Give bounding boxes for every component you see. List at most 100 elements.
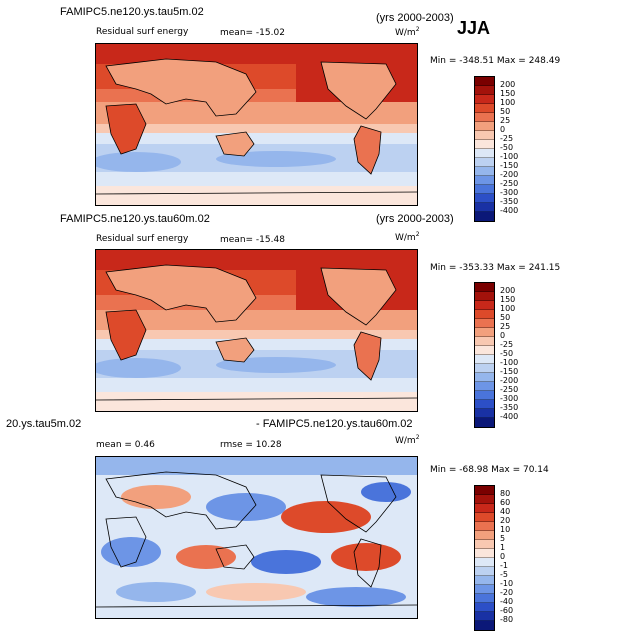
- colorbar-tick-label: 200: [500, 80, 516, 89]
- panel1-variable: Residual surf energy: [96, 27, 189, 37]
- panel1-colorbar-swatch: [475, 194, 494, 203]
- colorbar-tick-label: 40: [500, 507, 511, 516]
- panel3-colorbar-swatch: [475, 540, 494, 549]
- colorbar-tick-label: 150: [500, 89, 516, 98]
- panel1-colorbar-swatch: [475, 185, 494, 194]
- panel1-mean: mean= -15.02: [220, 28, 285, 38]
- panel1-years: (yrs 2000-2003): [376, 12, 454, 24]
- panel3-colorbar-swatch: [475, 558, 494, 567]
- colorbar-tick-label: 0: [500, 552, 506, 561]
- panel1-map-field: [96, 44, 417, 205]
- panel2-map-field: [96, 250, 417, 411]
- panel1-colorbar-swatch: [475, 131, 494, 140]
- colorbar-tick-label: 80: [500, 489, 511, 498]
- panel3-colorbar-swatch: [475, 522, 494, 531]
- panel3-colorbar-swatch: [475, 603, 494, 612]
- panel3-colorbar-swatch: [475, 513, 494, 522]
- panel3-colorbar-swatch: [475, 486, 494, 495]
- panel3-colorbar-swatch: [475, 594, 494, 603]
- panel3-mean: mean = 0.46: [96, 440, 155, 450]
- panel3-units: W/m2: [395, 434, 420, 446]
- colorbar-tick-label: 150: [500, 295, 516, 304]
- colorbar-tick-label: 10: [500, 525, 511, 534]
- colorbar-tick-label: 100: [500, 304, 516, 313]
- panel3-map: [95, 456, 418, 619]
- panel3-case-title-right: - FAMIPC5.ne120.ys.tau60m.02: [256, 418, 413, 430]
- colorbar-tick-label: -400: [500, 206, 519, 215]
- colorbar-tick-label: -350: [500, 197, 519, 206]
- colorbar-tick-label: -50: [500, 143, 514, 152]
- colorbar-tick-label: -80: [500, 615, 514, 624]
- panel1-colorbar-swatch: [475, 86, 494, 95]
- colorbar-tick-label: 25: [500, 116, 511, 125]
- panel2-mean: mean= -15.48: [220, 235, 285, 245]
- panel1-colorbar-swatch: [475, 113, 494, 122]
- panel2-colorbar-swatch: [475, 364, 494, 373]
- colorbar-tick-label: 50: [500, 107, 511, 116]
- panel1-colorbar-swatch: [475, 140, 494, 149]
- colorbar-tick-label: -250: [500, 179, 519, 188]
- panel1-colorbar-swatch: [475, 122, 494, 131]
- panel1-colorbar-swatch: [475, 95, 494, 104]
- colorbar-tick-label: 0: [500, 125, 506, 134]
- panel3-colorbar-labels: 80 60 40 20 10 5 1 0 -1 -5 -10 -20 -40 -…: [500, 489, 513, 624]
- panel2-colorbar-swatch: [475, 319, 494, 328]
- panel2-colorbar-swatch: [475, 337, 494, 346]
- colorbar-tick-label: 200: [500, 286, 516, 295]
- panel2-years: (yrs 2000-2003): [376, 213, 454, 225]
- panel2-map: [95, 249, 418, 412]
- panel3-colorbar-swatch: [475, 504, 494, 513]
- colorbar-tick-label: 50: [500, 313, 511, 322]
- panel1-colorbar-labels: 200 150 100 50 25 0 -25 -50 -100 -150 -2…: [500, 80, 518, 215]
- panel2-colorbar-swatch: [475, 310, 494, 319]
- panel3-colorbar-swatch: [475, 495, 494, 504]
- panel1-colorbar-swatch: [475, 176, 494, 185]
- panel3-colorbar: [474, 485, 495, 631]
- panel3-case-title-left: 20.ys.tau5m.02: [6, 418, 82, 430]
- colorbar-tick-label: 25: [500, 322, 511, 331]
- colorbar-tick-label: 0: [500, 331, 506, 340]
- colorbar-tick-label: -200: [500, 376, 519, 385]
- panel1-colorbar-swatch: [475, 167, 494, 176]
- colorbar-tick-label: -300: [500, 394, 519, 403]
- panel3-minmax: Min = -68.98 Max = 70.14: [430, 465, 549, 475]
- colorbar-tick-label: -20: [500, 588, 514, 597]
- panel2-case-title: FAMIPC5.ne120.ys.tau60m.02: [60, 213, 210, 225]
- colorbar-tick-label: -40: [500, 597, 514, 606]
- panel2-colorbar-swatch: [475, 382, 494, 391]
- panel2-colorbar-swatch: [475, 328, 494, 337]
- colorbar-tick-label: 60: [500, 498, 511, 507]
- colorbar-tick-label: -5: [500, 570, 508, 579]
- colorbar-tick-label: -1: [500, 561, 508, 570]
- panel3-colorbar-swatch: [475, 576, 494, 585]
- season-label: JJA: [457, 18, 491, 38]
- colorbar-tick-label: -350: [500, 403, 519, 412]
- colorbar-tick-label: -400: [500, 412, 519, 421]
- colorbar-tick-label: -50: [500, 349, 514, 358]
- panel3-map-field: [96, 457, 417, 618]
- colorbar-tick-label: -200: [500, 170, 519, 179]
- colorbar-tick-label: 5: [500, 534, 506, 543]
- colorbar-tick-label: -150: [500, 367, 519, 376]
- panel2-colorbar-labels: 200 150 100 50 25 0 -25 -50 -100 -150 -2…: [500, 286, 518, 421]
- panel2-colorbar-swatch: [475, 355, 494, 364]
- panel2-colorbar-swatch: [475, 283, 494, 292]
- panel2-colorbar-swatch: [475, 346, 494, 355]
- panel2-colorbar-swatch: [475, 301, 494, 310]
- colorbar-tick-label: -100: [500, 152, 519, 161]
- panel1-colorbar-swatch: [475, 203, 494, 212]
- colorbar-tick-label: -25: [500, 340, 514, 349]
- panel2-colorbar-swatch: [475, 391, 494, 400]
- panel3-rmse: rmse = 10.28: [220, 440, 282, 450]
- panel2-units: W/m2: [395, 231, 420, 243]
- panel2-colorbar-swatch: [475, 418, 494, 427]
- colorbar-tick-label: -300: [500, 188, 519, 197]
- colorbar-tick-label: 100: [500, 98, 516, 107]
- panel2-colorbar: [474, 282, 495, 428]
- panel1-colorbar-swatch: [475, 77, 494, 86]
- panel3-colorbar-swatch: [475, 612, 494, 621]
- panel3-colorbar-swatch: [475, 531, 494, 540]
- panel3-colorbar-swatch: [475, 549, 494, 558]
- panel2-colorbar-swatch: [475, 373, 494, 382]
- colorbar-tick-label: 20: [500, 516, 511, 525]
